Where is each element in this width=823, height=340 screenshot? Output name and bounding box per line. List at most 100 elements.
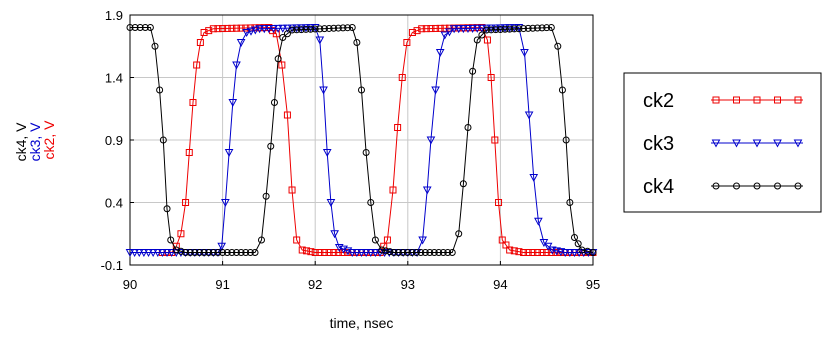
data-point-ck4: [293, 26, 301, 34]
data-point-ck3: [255, 25, 264, 34]
data-point-ck4: [483, 26, 491, 34]
data-point-ck3: [242, 29, 252, 38]
data-point-ck3: [148, 249, 158, 258]
data-point-ck2: [223, 24, 231, 32]
data-point-ck3: [524, 111, 534, 120]
data-point-ck4: [529, 24, 537, 32]
data-point-ck2: [510, 247, 518, 255]
data-point-ck2: [311, 249, 319, 256]
data-point-ck4: [262, 192, 270, 200]
data-point-ck4: [228, 249, 236, 256]
data-point-ck2: [325, 249, 333, 256]
data-point-ck4: [302, 25, 310, 33]
data-point-ck2: [205, 27, 213, 35]
data-point-ck2: [232, 24, 240, 32]
data-point-ck3: [560, 249, 570, 258]
data-point-ck4: [257, 236, 265, 244]
data-point-ck4: [270, 99, 278, 106]
legend-items: ck2 ck3 ck4: [643, 90, 803, 198]
data-point-ck4: [524, 24, 532, 32]
data-point-ck4: [167, 236, 175, 244]
data-point-ck3: [357, 249, 366, 258]
data-point-ck4: [251, 249, 259, 256]
legend-marker-ck3: [773, 139, 782, 148]
data-point-ck2: [278, 61, 286, 69]
data-point-ck3: [361, 249, 371, 258]
data-point-ck4: [417, 249, 425, 256]
data-point-ck2: [524, 249, 532, 256]
data-point-ck2: [520, 249, 528, 256]
data-point-ck4: [177, 247, 185, 255]
legend-marker-ck3: [793, 139, 803, 148]
data-point-ck4: [283, 30, 291, 38]
data-point-ck4: [126, 24, 134, 31]
legend-marker-ck2: [794, 96, 802, 104]
data-point-ck4: [325, 24, 333, 32]
data-point-ck3: [422, 186, 432, 195]
data-point-ck2: [303, 247, 311, 255]
legend: ck2 ck3 ck4: [623, 72, 822, 213]
data-point-ck2: [214, 25, 222, 33]
data-point-ck2: [543, 249, 551, 256]
legend-label-ck4: ck4: [643, 176, 674, 198]
data-point-ck2: [506, 246, 514, 254]
legend-marker-ck2: [733, 96, 740, 104]
data-point-ck2: [403, 39, 411, 46]
legend-marker-ck4: [733, 182, 740, 190]
data-point-ck2: [418, 25, 426, 33]
y-axis-label-ck4: ck4, V: [13, 119, 29, 162]
data-point-ck4: [412, 249, 420, 256]
data-point-ck2: [283, 111, 291, 119]
x-tick-label: 92: [308, 277, 322, 292]
data-point-ck4: [520, 25, 528, 33]
data-point-ck4: [279, 34, 287, 41]
y-axis-label-ck3: ck3, V: [27, 119, 43, 162]
data-point-ck4: [339, 24, 347, 32]
data-point-ck3: [352, 249, 362, 258]
data-point-ck4: [399, 249, 407, 256]
data-point-ck3: [326, 199, 336, 208]
data-point-ck3: [431, 86, 440, 95]
data-point-ck3: [139, 249, 149, 258]
legend-label-ck3: ck3: [643, 133, 674, 155]
legend-marker-ck4: [774, 182, 781, 190]
data-point-ck2: [408, 29, 416, 36]
data-point-ck4: [311, 25, 319, 33]
data-point-ck4: [195, 249, 203, 256]
y-axis-label: ck4, V ck3, V ck2, V: [13, 119, 57, 162]
data-point-ck4: [136, 24, 144, 31]
data-point-ck4: [574, 240, 582, 248]
data-point-ck3: [228, 99, 238, 108]
data-point-ck4: [426, 249, 434, 256]
data-point-ck2: [529, 249, 537, 256]
data-point-ck2: [288, 186, 296, 194]
data-point-ck4: [496, 25, 504, 33]
data-point-ck4: [492, 26, 500, 34]
data-point-ck4: [358, 86, 365, 94]
data-point-ck2: [200, 29, 208, 36]
data-point-ck2: [533, 249, 541, 256]
data-point-ck4: [223, 249, 231, 256]
data-point-ck3: [565, 249, 575, 258]
series-layer: [125, 24, 598, 258]
data-point-ck4: [159, 136, 167, 144]
data-point-ck3: [570, 249, 579, 258]
y-axis-label-ck2: ck2, V: [41, 120, 57, 160]
y-tick-label: 1.4: [105, 71, 123, 86]
data-point-ck3: [418, 236, 427, 245]
data-point-ck4: [444, 249, 452, 256]
data-point-ck2: [487, 74, 495, 81]
data-point-ck4: [459, 180, 467, 188]
data-point-ck3: [445, 28, 454, 37]
data-point-ck2: [450, 24, 458, 32]
data-point-ck2: [339, 249, 347, 256]
data-point-ck4: [386, 248, 394, 256]
legend-marker-ck3: [711, 139, 721, 148]
data-point-ck4: [589, 249, 597, 256]
data-point-ck4: [538, 24, 546, 32]
data-point-ck2: [307, 248, 315, 256]
data-point-ck4: [533, 24, 541, 32]
data-point-ck3: [144, 249, 153, 258]
data-point-ck4: [214, 249, 222, 256]
data-point-ck2: [394, 124, 402, 131]
